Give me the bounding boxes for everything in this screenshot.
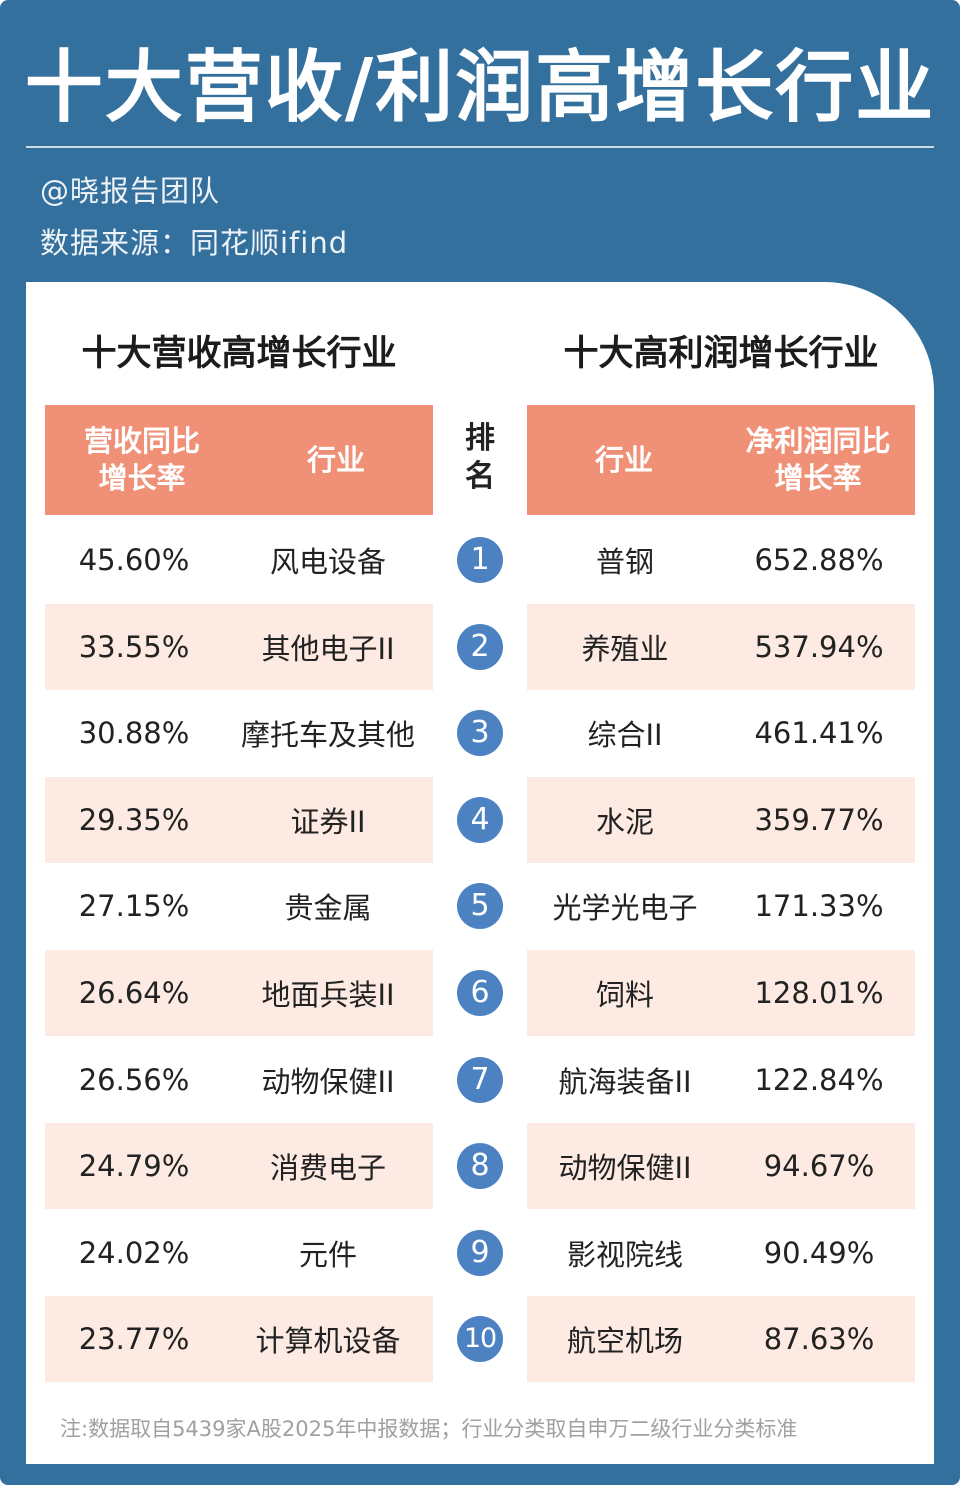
profit-industry-name: 航海装备II xyxy=(558,1065,692,1099)
revenue-industry-column-header: 行业 xyxy=(306,442,365,477)
profit-industry-name: 养殖业 xyxy=(581,632,669,666)
profit-row: 饲料 128.01% xyxy=(527,950,915,1036)
revenue-industry-name: 元件 xyxy=(298,1238,357,1272)
data-source: 数据来源：同花顺ifind xyxy=(40,226,349,260)
profit-growth-value: 461.41% xyxy=(754,716,884,750)
revenue-row: 45.60% 风电设备 xyxy=(45,517,433,603)
revenue-row: 33.55% 其他电子II xyxy=(45,604,433,690)
profit-growth-value: 171.33% xyxy=(754,889,884,923)
revenue-row: 23.77% 计算机设备 xyxy=(45,1296,433,1382)
profit-row: 水泥 359.77% xyxy=(527,777,915,863)
profit-row: 航空机场 87.63% xyxy=(527,1296,915,1382)
revenue-growth-header-line2: 增长率 xyxy=(98,461,186,495)
revenue-industry-name: 摩托车及其他 xyxy=(240,718,415,752)
profit-industry-name: 水泥 xyxy=(595,805,654,839)
rank-badge: 10 xyxy=(457,1316,503,1362)
revenue-row: 24.02% 元件 xyxy=(45,1210,433,1296)
profit-growth-value: 87.63% xyxy=(763,1322,875,1356)
revenue-row: 29.35% 证券II xyxy=(45,777,433,863)
revenue-growth-value: 33.55% xyxy=(78,630,190,664)
revenue-growth-value: 27.15% xyxy=(78,889,190,923)
profit-row: 航海装备II 122.84% xyxy=(527,1037,915,1123)
profit-growth-value: 537.94% xyxy=(754,630,884,664)
profit-growth-header-line2: 增长率 xyxy=(774,461,862,495)
title-divider xyxy=(26,146,934,148)
revenue-row: 26.64% 地面兵装II xyxy=(45,950,433,1036)
revenue-growth-header-line1: 营收同比 xyxy=(83,424,200,458)
profit-row: 养殖业 537.94% xyxy=(527,604,915,690)
revenue-growth-value: 24.02% xyxy=(78,1236,190,1270)
rank-column-header: 排 名 xyxy=(457,420,503,496)
rank-badge: 3 xyxy=(457,710,503,756)
revenue-growth-value: 45.60% xyxy=(78,543,190,577)
rank-badge: 8 xyxy=(457,1143,503,1189)
revenue-industry-name: 其他电子II xyxy=(261,632,395,666)
revenue-industry-name: 动物保健II xyxy=(261,1065,395,1099)
revenue-industry-name: 贵金属 xyxy=(284,891,372,925)
profit-growth-value: 359.77% xyxy=(754,803,884,837)
revenue-table-header: 营收同比 增长率 行业 xyxy=(45,405,433,515)
profit-industry-name: 光学光电子 xyxy=(552,891,698,925)
rank-badge: 7 xyxy=(457,1057,503,1103)
profit-industry-name: 影视院线 xyxy=(566,1238,683,1272)
profit-row: 综合II 461.41% xyxy=(527,690,915,776)
rank-badge: 1 xyxy=(457,537,503,583)
rank-badge: 4 xyxy=(457,797,503,843)
revenue-industry-name: 消费电子 xyxy=(269,1151,386,1185)
profit-industry-column-header: 行业 xyxy=(594,442,653,477)
profit-industry-name: 综合II xyxy=(587,718,663,752)
profit-table-header: 行业 净利润同比 增长率 xyxy=(527,405,915,515)
profit-row: 动物保健II 94.67% xyxy=(527,1123,915,1209)
profit-industry-name: 饲料 xyxy=(595,978,654,1012)
rank-badge: 5 xyxy=(457,883,503,929)
footnote: 注:数据取自5439家A股2025年中报数据；行业分类取自申万二级行业分类标准 xyxy=(60,1417,798,1441)
revenue-growth-value: 24.79% xyxy=(78,1149,190,1183)
revenue-row: 30.88% 摩托车及其他 xyxy=(45,690,433,776)
profit-growth-value: 90.49% xyxy=(763,1236,875,1270)
revenue-growth-value: 26.64% xyxy=(78,976,190,1010)
profit-growth-header-line1: 净利润同比 xyxy=(745,424,891,458)
revenue-industry-name: 风电设备 xyxy=(269,545,386,579)
rank-badge: 9 xyxy=(457,1230,503,1276)
revenue-growth-value: 23.77% xyxy=(78,1322,190,1356)
profit-industry-name: 动物保健II xyxy=(558,1151,692,1185)
revenue-row: 27.15% 贵金属 xyxy=(45,863,433,949)
profit-row: 普钢 652.88% xyxy=(527,517,915,603)
rank-header-line2: 名 xyxy=(465,459,495,494)
revenue-growth-value: 30.88% xyxy=(78,716,190,750)
revenue-growth-value: 26.56% xyxy=(78,1063,190,1097)
author-credit: @晓报告团队 xyxy=(40,174,221,208)
profit-growth-column-header: 净利润同比 增长率 xyxy=(721,423,915,497)
profit-industry-name: 普钢 xyxy=(595,545,654,579)
profit-row: 光学光电子 171.33% xyxy=(527,863,915,949)
revenue-row: 24.79% 消费电子 xyxy=(45,1123,433,1209)
profit-industry-name: 航空机场 xyxy=(566,1324,683,1358)
profit-growth-value: 94.67% xyxy=(763,1149,875,1183)
rank-header-line1: 排 xyxy=(465,421,495,456)
profit-growth-value: 652.88% xyxy=(754,543,884,577)
revenue-industry-name: 计算机设备 xyxy=(255,1324,401,1358)
revenue-industry-name: 证券II xyxy=(290,805,366,839)
revenue-growth-column-header: 营收同比 增长率 xyxy=(45,423,239,497)
profit-growth-value: 128.01% xyxy=(754,976,884,1010)
profit-growth-value: 122.84% xyxy=(754,1063,884,1097)
revenue-growth-value: 29.35% xyxy=(78,803,190,837)
page-title: 十大营收/利润高增长行业 xyxy=(24,43,936,133)
revenue-industry-name: 地面兵装II xyxy=(261,978,395,1012)
profit-section-title: 十大高利润增长行业 xyxy=(563,334,879,374)
rank-badge: 2 xyxy=(457,624,503,670)
rank-badge: 6 xyxy=(457,970,503,1016)
revenue-section-title: 十大营收高增长行业 xyxy=(81,334,397,374)
revenue-row: 26.56% 动物保健II xyxy=(45,1037,433,1123)
profit-row: 影视院线 90.49% xyxy=(527,1210,915,1296)
